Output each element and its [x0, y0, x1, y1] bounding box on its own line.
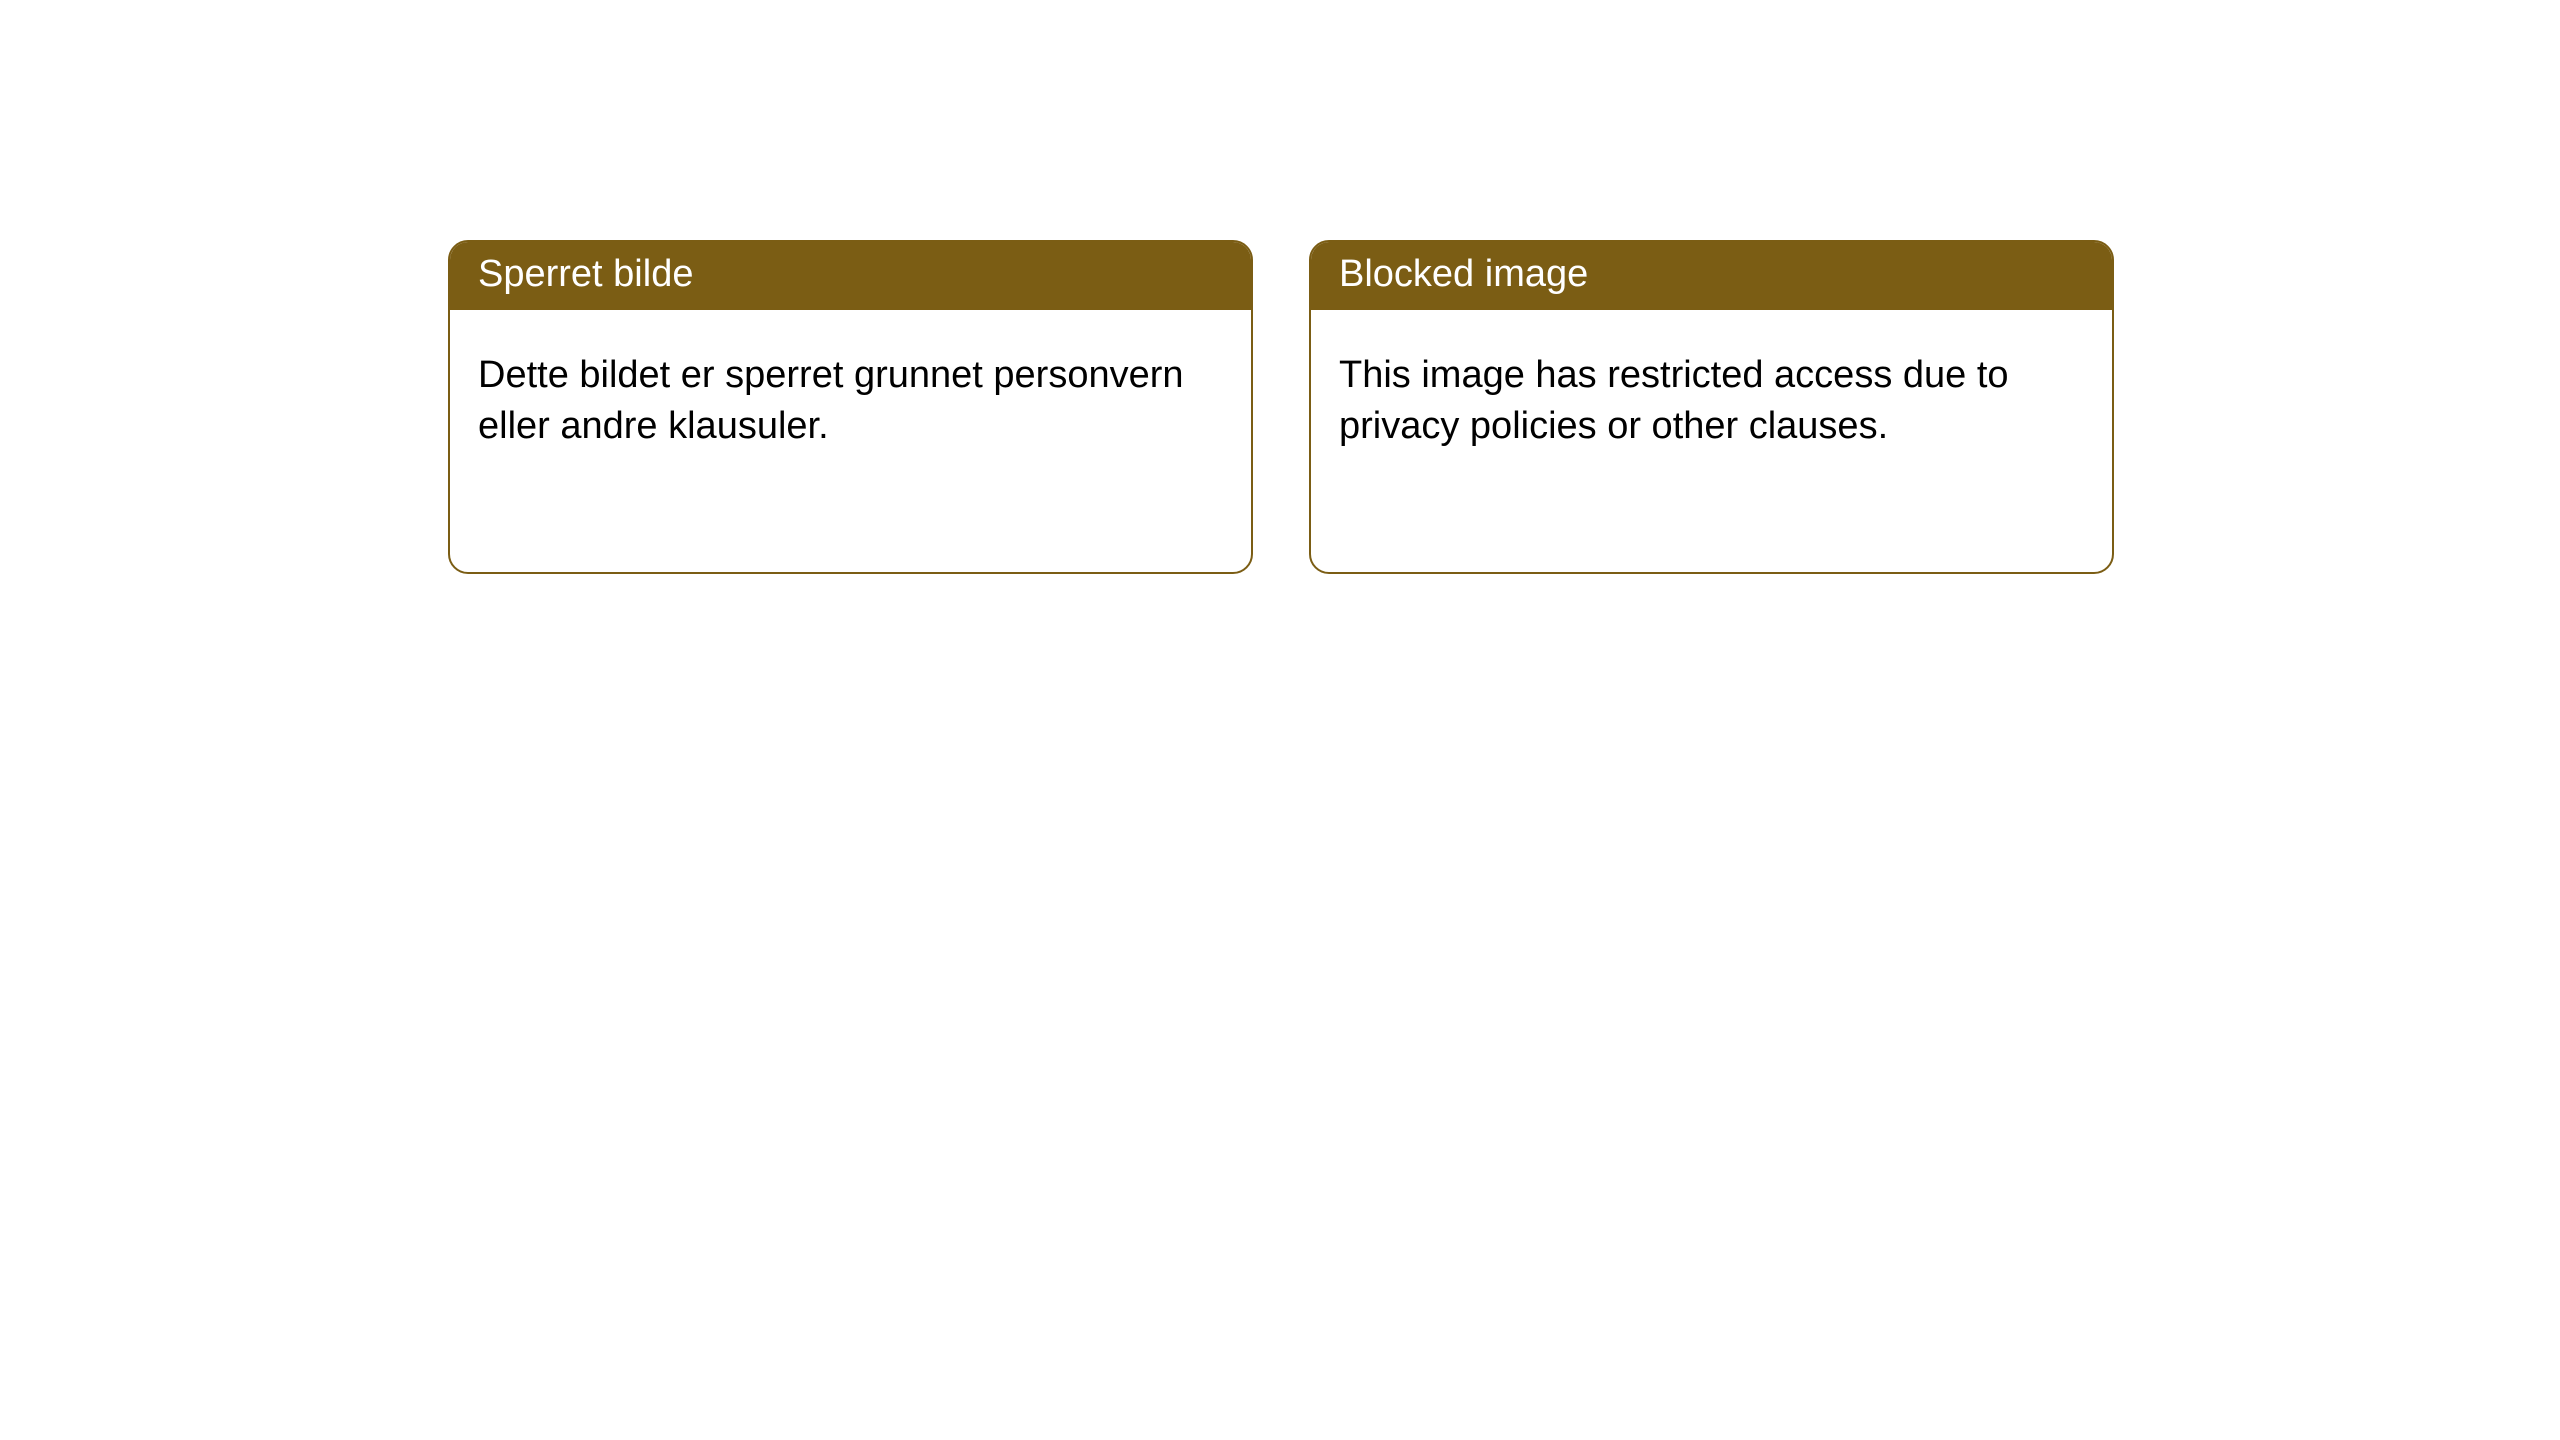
blocked-image-card-en: Blocked image This image has restricted …: [1309, 240, 2114, 574]
card-header: Sperret bilde: [450, 242, 1251, 310]
card-body: Dette bildet er sperret grunnet personve…: [450, 310, 1251, 481]
card-header: Blocked image: [1311, 242, 2112, 310]
blocked-image-card-no: Sperret bilde Dette bildet er sperret gr…: [448, 240, 1253, 574]
cards-container: Sperret bilde Dette bildet er sperret gr…: [0, 0, 2560, 574]
card-body: This image has restricted access due to …: [1311, 310, 2112, 481]
